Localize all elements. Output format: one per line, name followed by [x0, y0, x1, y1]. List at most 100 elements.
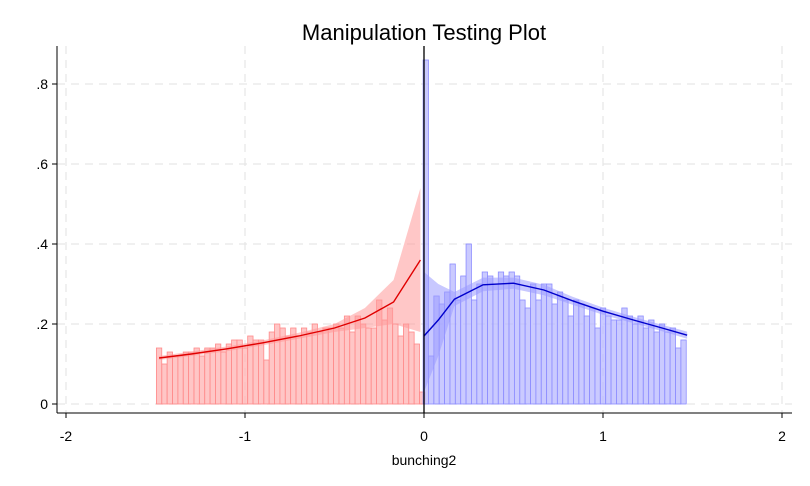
- left-histogram-bar: [370, 327, 377, 405]
- left-histogram-bar: [263, 359, 270, 405]
- right-histogram-bar: [503, 275, 510, 405]
- left-histogram-bar: [317, 331, 324, 405]
- left-histogram-bar: [300, 327, 308, 405]
- y-tick-label: .2: [36, 316, 48, 332]
- left-histogram-bar: [413, 343, 420, 405]
- right-histogram-bar: [626, 315, 633, 405]
- left-histogram-bar: [198, 355, 206, 405]
- left-histogram-bar: [365, 327, 372, 405]
- x-tick-label: -1: [239, 428, 252, 444]
- x-tick-label: 2: [778, 428, 786, 444]
- left-histogram-bar: [204, 347, 211, 405]
- x-axis-label: bunching2: [392, 452, 457, 468]
- left-histogram-bar: [327, 327, 335, 405]
- left-histogram-bar: [172, 355, 179, 405]
- right-histogram-bar: [583, 315, 590, 405]
- right-histogram-bar: [556, 291, 564, 405]
- right-histogram-bar: [546, 283, 553, 405]
- confidence-bands: [159, 188, 688, 392]
- chart-title: Manipulation Testing Plot: [302, 20, 546, 45]
- left-histogram-bar: [241, 347, 249, 405]
- left-histogram-bar: [236, 339, 243, 405]
- left-histogram-bar: [182, 351, 190, 405]
- axes: 0 .2 .4 .6 .8 -2 -1 0 1 2: [36, 46, 792, 444]
- left-histogram-bar: [349, 331, 356, 405]
- right-histogram-bar: [642, 327, 650, 405]
- right-histogram-bar: [513, 275, 521, 405]
- right-histogram-bar: [680, 339, 687, 405]
- left-histogram-bar: [360, 323, 367, 405]
- left-histogram-bar: [274, 323, 281, 405]
- left-histogram-bar: [193, 347, 200, 405]
- left-fitted-line: [158, 259, 422, 359]
- right-histogram-bar: [492, 283, 499, 405]
- fitted-density-lines: [158, 259, 688, 359]
- right-histogram-bar: [535, 299, 542, 405]
- right-histogram-bar: [573, 299, 580, 405]
- left-confidence-band: [159, 188, 421, 360]
- right-histogram-bar: [465, 243, 472, 405]
- right-histogram-bar: [589, 307, 596, 405]
- right-histogram-bar: [487, 275, 494, 405]
- right-histogram-bar: [524, 307, 531, 405]
- left-histogram-bar: [354, 315, 361, 405]
- right-histogram-bar: [422, 59, 429, 405]
- right-histogram-bar: [578, 303, 585, 405]
- left-histogram-bar: [225, 343, 232, 405]
- x-tick-label: -2: [60, 428, 73, 444]
- left-histogram-bar: [322, 327, 329, 405]
- left-histogram-bar: [338, 327, 345, 405]
- left-histogram-bar: [177, 355, 184, 405]
- right-histogram-bar: [648, 319, 655, 405]
- right-histogram-bar: [658, 323, 666, 405]
- right-histogram-bar: [471, 299, 478, 405]
- right-histogram-bar: [562, 299, 569, 405]
- right-histogram-bar: [664, 331, 671, 405]
- right-histogram-bar: [530, 283, 537, 405]
- right-histogram-bar: [551, 303, 558, 405]
- right-histogram-bar: [454, 299, 462, 405]
- left-histogram-bar: [258, 339, 265, 405]
- left-histogram-bar: [284, 335, 292, 405]
- right-histogram-bar: [449, 263, 456, 405]
- left-histogram-bar: [295, 335, 302, 405]
- left-histogram-bar: [161, 363, 168, 405]
- y-tick-label: 0: [40, 396, 48, 412]
- right-confidence-band: [424, 272, 688, 392]
- right-histogram-bar: [567, 315, 574, 405]
- right-histogram-bar: [616, 319, 623, 405]
- right-fitted-line: [423, 282, 688, 337]
- right-histogram-bar: [540, 283, 548, 405]
- left-histogram-bar: [209, 347, 216, 405]
- right-histogram-bar: [632, 323, 639, 405]
- y-tick-label: .8: [36, 76, 48, 92]
- left-histogram-bar: [397, 335, 404, 405]
- left-histogram-bar: [392, 323, 399, 405]
- left-histogram-bar: [408, 331, 415, 405]
- right-histogram-bar: [481, 271, 488, 405]
- right-histogram-bar: [476, 283, 483, 405]
- right-histogram-bar: [637, 315, 644, 405]
- left-histogram-bar: [252, 339, 259, 405]
- right-histogram-bar: [519, 299, 526, 405]
- right-histogram-bar: [653, 331, 660, 405]
- y-tick-label: .6: [36, 156, 48, 172]
- right-histogram-bar: [605, 315, 612, 405]
- histogram-left: [155, 299, 426, 405]
- right-histogram-bar: [508, 271, 515, 405]
- right-histogram-bar: [675, 347, 682, 405]
- right-histogram-bar: [621, 307, 628, 405]
- left-histogram-bar: [215, 343, 222, 405]
- right-histogram-bar: [594, 327, 601, 405]
- left-histogram-bar: [381, 319, 388, 405]
- right-histogram-bar: [497, 271, 505, 405]
- left-histogram-bar: [166, 351, 173, 405]
- x-tick-label: 1: [599, 428, 607, 444]
- left-histogram-bar: [403, 323, 410, 405]
- x-tick-label: 0: [420, 428, 428, 444]
- right-histogram-bar: [610, 319, 617, 405]
- left-histogram-bar: [188, 351, 195, 405]
- right-histogram-bar: [669, 327, 676, 405]
- left-histogram-bar: [306, 331, 313, 405]
